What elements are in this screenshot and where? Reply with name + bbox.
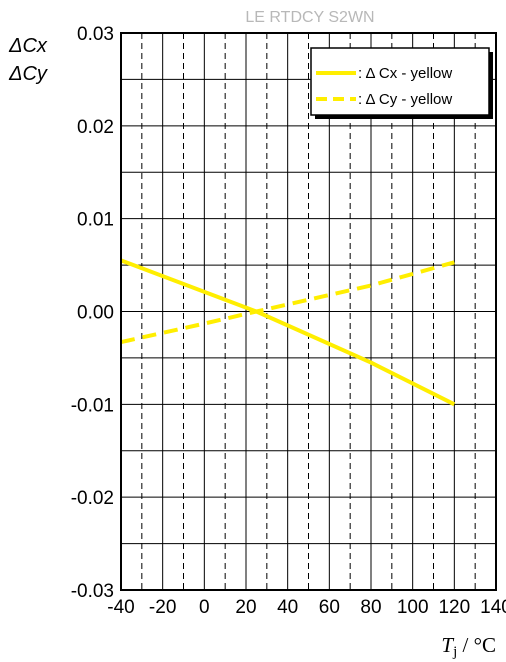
x-tick-label: 40 [277,597,298,618]
y-tick-label: 0.01 [77,210,114,231]
y-tick-label: -0.01 [71,395,114,416]
x-tick-label: 100 [397,597,429,618]
x-tick-label: -20 [149,597,176,618]
legend-label-cy: : Δ Cy - yellow [358,91,452,108]
x-tick-label: -40 [107,597,134,618]
x-tick-label: 120 [438,597,470,618]
plot-frame [120,32,497,591]
x-tick-label: 60 [319,597,340,618]
series-line-delta-cy [120,260,455,345]
x-axis-label-unit: / °C [457,633,496,657]
y-tick-label: 0.00 [77,303,114,324]
legend-box [310,47,490,116]
chart-title: LE RTDCY S2WN [245,9,374,26]
series-line-delta-cx [120,258,456,407]
y-axis-label-cx: ΔCx [8,35,48,57]
legend-label-cx: : Δ Cx - yellow [358,65,452,82]
x-tick-label: 20 [235,597,256,618]
x-tick-label: 140 [480,597,506,618]
y-tick-label: -0.03 [71,581,114,602]
series-layer [120,258,456,407]
legend: : Δ Cx - yellow : Δ Cy - yellow [310,47,493,119]
y-tick-label: 0.02 [77,117,114,138]
y-axis-label-cy: ΔCy [8,63,48,85]
x-tick-label: 0 [199,597,210,618]
x-axis-label: Tj / °C [441,633,496,660]
x-axis-label-sub: j [452,644,457,660]
y-tick-label: 0.03 [77,24,114,45]
tick-labels: -0.03 -0.02 -0.01 0.00 0.01 0.02 0.03 -40 -20 0 20… [71,24,506,618]
y-tick-label: -0.02 [71,488,114,509]
x-tick-label: 80 [360,597,381,618]
x-axis-label-var: T [441,633,454,657]
